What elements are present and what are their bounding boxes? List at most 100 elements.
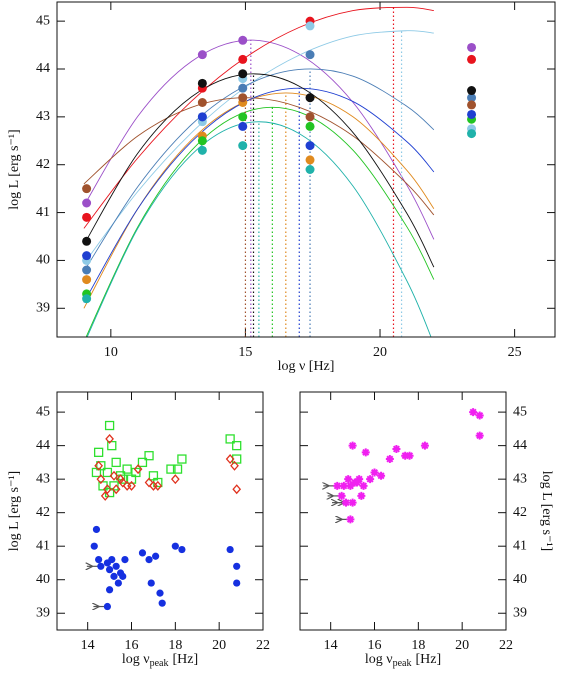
y-tick-label: 42 [36, 505, 50, 520]
y-tick-label: 45 [36, 404, 50, 419]
y-tick-label: 39 [513, 605, 527, 620]
point [119, 572, 127, 580]
point [114, 579, 122, 587]
point [197, 136, 207, 146]
point [96, 474, 106, 485]
x-axis-title-unit: [Hz] [415, 652, 441, 667]
point [348, 441, 357, 450]
point [178, 545, 186, 554]
point [82, 251, 92, 261]
point [156, 589, 164, 597]
axes-frame [56, 1, 556, 338]
x-axis-title-sub: peak [150, 658, 169, 669]
y-tick-label: 41 [513, 538, 527, 553]
point [238, 112, 248, 122]
point [166, 464, 176, 474]
fit-curve [85, 106, 435, 337]
point [305, 165, 315, 174]
point [238, 93, 248, 103]
fit-curve [83, 6, 434, 229]
point [197, 145, 207, 155]
point [238, 141, 248, 151]
point [103, 602, 112, 611]
point [104, 420, 115, 431]
x-axis-title: log νpeak [Hz] [365, 652, 441, 669]
point [238, 35, 248, 45]
point [348, 498, 357, 507]
point [138, 549, 147, 557]
point [467, 93, 477, 103]
point [82, 265, 92, 275]
y-tick-label: 44 [36, 438, 50, 453]
fit-curve [83, 39, 435, 240]
point [107, 440, 117, 451]
point [339, 481, 348, 490]
x-tick-label: 14 [81, 638, 95, 653]
point [305, 121, 315, 131]
point [118, 477, 128, 488]
point [93, 447, 104, 457]
x-tick-label: 20 [212, 638, 226, 653]
x-tick-label: 18 [168, 638, 182, 653]
point [238, 54, 248, 64]
point [144, 477, 154, 488]
point [177, 454, 187, 464]
point [110, 572, 118, 580]
x-tick-label: 20 [455, 638, 469, 653]
point [102, 467, 113, 478]
point [233, 562, 241, 570]
point [467, 129, 477, 139]
point [82, 212, 92, 222]
point [385, 455, 394, 464]
point [145, 556, 153, 564]
point [105, 586, 114, 594]
point [82, 294, 92, 304]
point [127, 480, 136, 491]
y-tick-label: 43 [513, 471, 527, 486]
fit-curve [83, 68, 435, 272]
point [137, 457, 148, 468]
point [97, 562, 105, 570]
point [105, 566, 114, 574]
point [111, 457, 121, 468]
point [153, 480, 163, 491]
point [111, 484, 121, 495]
x-tick-label: 15 [238, 345, 252, 360]
y-tick-label: 43 [36, 109, 50, 124]
point [475, 431, 484, 440]
point [305, 112, 315, 122]
y-tick-label: 44 [513, 438, 527, 453]
x-tick-label: 16 [368, 638, 382, 653]
point [238, 83, 248, 93]
point [232, 454, 242, 464]
point [346, 515, 355, 524]
y-axis-title: log L [erg s⁻¹] [7, 129, 22, 209]
point [108, 556, 116, 564]
point [158, 599, 166, 607]
point [109, 470, 119, 481]
y-tick-label: 39 [36, 605, 50, 620]
y-tick-label: 39 [36, 301, 50, 316]
point [305, 93, 315, 103]
point [133, 464, 143, 475]
point [144, 451, 154, 461]
point [232, 440, 242, 451]
point [357, 491, 366, 500]
y-tick-label: 41 [36, 538, 50, 553]
point [197, 98, 207, 107]
point [82, 184, 92, 194]
point [171, 542, 179, 550]
point [95, 556, 103, 564]
point [361, 448, 370, 457]
point [94, 460, 104, 471]
y-tick-label: 45 [513, 404, 527, 419]
point [82, 198, 92, 208]
point [392, 444, 401, 453]
point [121, 556, 129, 564]
point [90, 542, 98, 550]
point [401, 451, 410, 460]
point [346, 481, 355, 490]
point [467, 42, 477, 52]
x-axis-title: log ν [Hz] [278, 359, 335, 374]
